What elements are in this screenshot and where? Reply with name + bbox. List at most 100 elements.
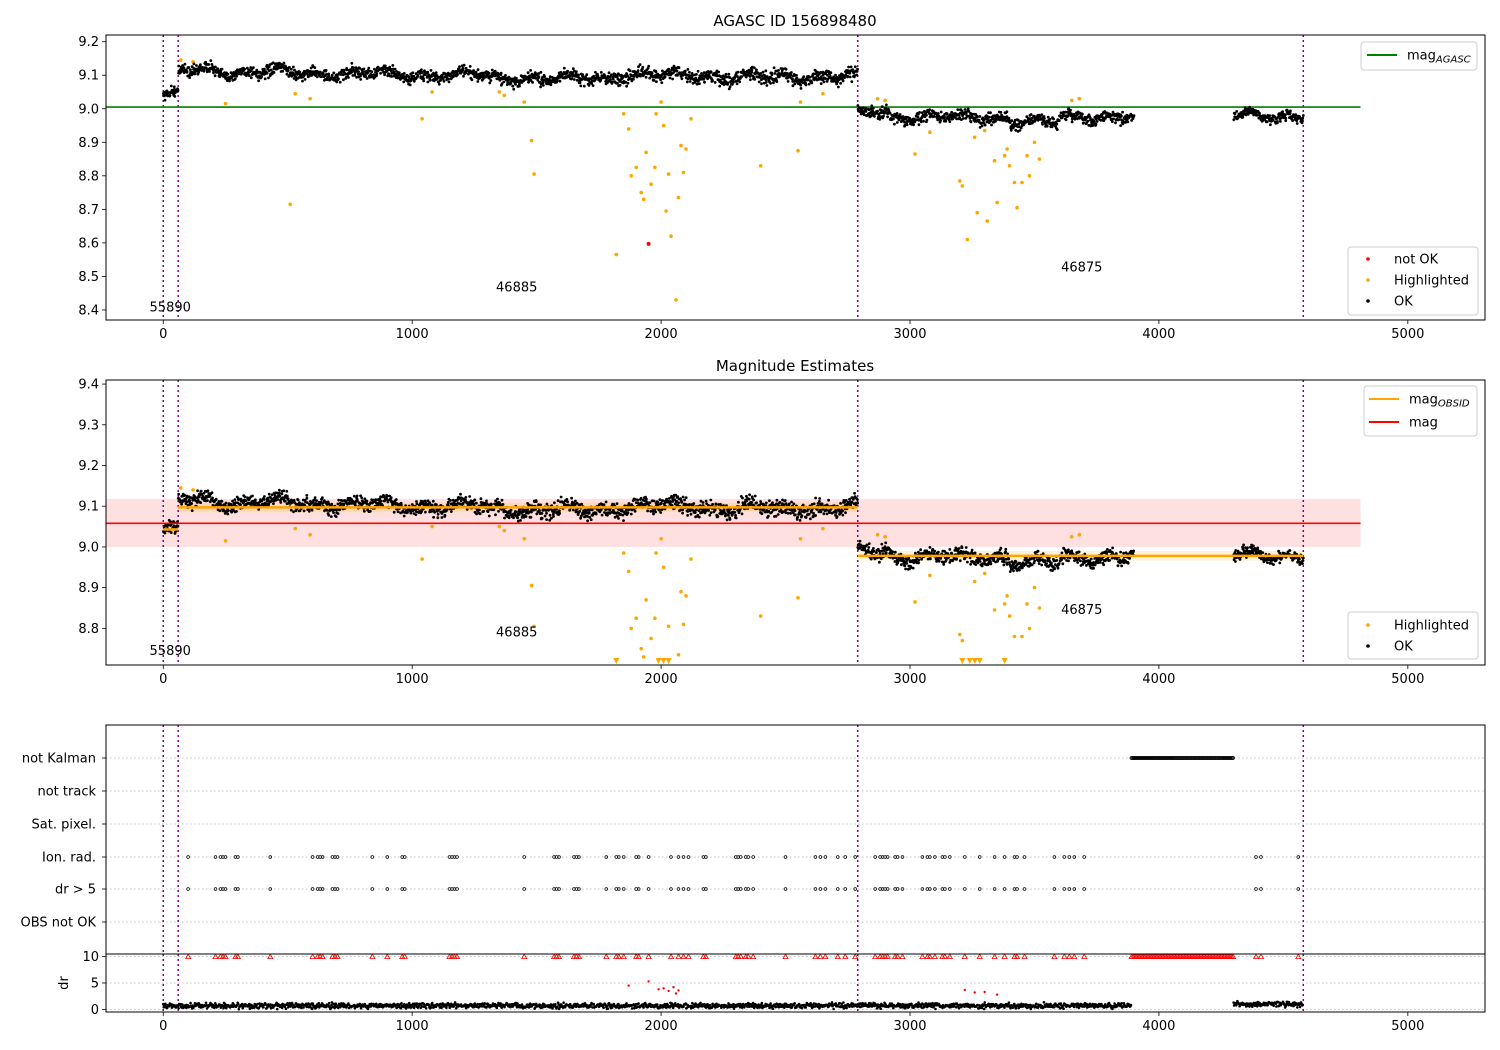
- ok-point: [659, 78, 662, 82]
- ok-point: [388, 65, 392, 69]
- ok-point: [434, 71, 438, 75]
- ok-point: [609, 78, 612, 81]
- ok-point: [537, 75, 541, 79]
- ok-point: [252, 66, 255, 69]
- ok-point: [847, 65, 850, 69]
- highlighted-point: [1032, 585, 1037, 590]
- ok-point: [709, 511, 713, 514]
- highlighted-point: [689, 557, 693, 561]
- ok-point: [696, 69, 700, 73]
- ok-point: [539, 85, 542, 89]
- ok-point: [177, 64, 181, 68]
- ok-point: [760, 82, 763, 86]
- ok-point: [807, 512, 811, 516]
- ok-point: [426, 80, 430, 84]
- ok-point: [412, 74, 416, 78]
- highlighted-point: [975, 210, 979, 215]
- ok-point: [738, 80, 742, 84]
- ok-point: [504, 74, 507, 77]
- ok-point: [852, 71, 856, 75]
- ok-point: [420, 510, 424, 513]
- ok-point: [1241, 115, 1245, 119]
- ok-point: [540, 516, 544, 520]
- ok-point: [232, 74, 236, 78]
- ok-point: [734, 514, 737, 517]
- ok-point: [406, 80, 410, 83]
- ok-point: [350, 61, 354, 65]
- ok-point: [566, 500, 569, 504]
- ok-point: [814, 514, 817, 517]
- ok-point: [478, 512, 482, 516]
- ok-point: [1057, 119, 1061, 123]
- ok-point: [496, 497, 499, 501]
- highlighted-point: [758, 614, 763, 618]
- ok-point: [772, 81, 775, 85]
- ok-point: [432, 71, 435, 75]
- ok-point: [948, 120, 952, 123]
- ok-point: [570, 496, 573, 500]
- highlighted-point: [684, 594, 688, 598]
- ok-point: [473, 498, 477, 502]
- ok-point: [1018, 129, 1022, 132]
- ok-point: [233, 498, 237, 501]
- ok-point: [731, 80, 735, 84]
- ok-point: [415, 500, 418, 503]
- ok-point: [620, 73, 623, 77]
- ok-point: [578, 509, 582, 513]
- ok-point: [500, 498, 504, 502]
- ok-point: [587, 84, 591, 87]
- ok-point: [272, 502, 275, 505]
- ok-point: [775, 80, 779, 83]
- ok-point: [177, 492, 181, 496]
- ok-point: [512, 87, 516, 91]
- ok-point: [654, 510, 657, 514]
- ok-point: [822, 512, 826, 516]
- ok-point: [1276, 120, 1279, 123]
- ok-point: [461, 66, 465, 70]
- ok-point: [856, 67, 859, 71]
- ok-point: [812, 502, 816, 506]
- ok-point: [834, 73, 837, 77]
- ok-point: [596, 74, 600, 78]
- ok-point: [662, 73, 666, 76]
- ok-point: [282, 61, 286, 65]
- ok-point: [872, 547, 875, 550]
- lower-limit-marker: [660, 658, 667, 664]
- ok-point: [543, 514, 547, 518]
- ok-point: [686, 510, 690, 513]
- ok-point: [404, 76, 408, 80]
- ok-point: [305, 496, 309, 500]
- ok-point: [848, 75, 852, 79]
- ok-point: [233, 77, 237, 81]
- highlighted-point: [960, 638, 965, 643]
- ok-point: [518, 84, 521, 88]
- ok-point: [278, 491, 281, 495]
- ok-point: [487, 514, 491, 518]
- ok-point: [810, 81, 814, 85]
- ok-point: [214, 65, 217, 69]
- ok-point: [208, 495, 212, 498]
- ok-point: [485, 499, 488, 503]
- ok-point: [905, 123, 909, 127]
- ok-point: [475, 512, 478, 516]
- ok-point: [693, 511, 697, 514]
- ok-point: [541, 76, 544, 79]
- ok-point: [482, 77, 485, 80]
- highlighted-point: [634, 616, 638, 620]
- ok-point: [355, 75, 358, 79]
- x-tick-label: 0: [159, 327, 167, 342]
- ok-point: [176, 524, 180, 528]
- ok-point: [722, 83, 726, 86]
- ok-point: [652, 512, 655, 516]
- x-tick-label: 2000: [645, 327, 678, 342]
- highlighted-point: [1007, 164, 1012, 168]
- highlighted-point: [1002, 153, 1007, 158]
- ok-point: [538, 509, 541, 512]
- ok-point: [356, 72, 360, 76]
- ok-point: [336, 77, 340, 81]
- highlighted-point: [1002, 602, 1007, 606]
- legend-marker: [1366, 257, 1370, 261]
- ok-point: [880, 542, 884, 546]
- ok-point: [432, 515, 435, 519]
- ok-point: [798, 519, 802, 522]
